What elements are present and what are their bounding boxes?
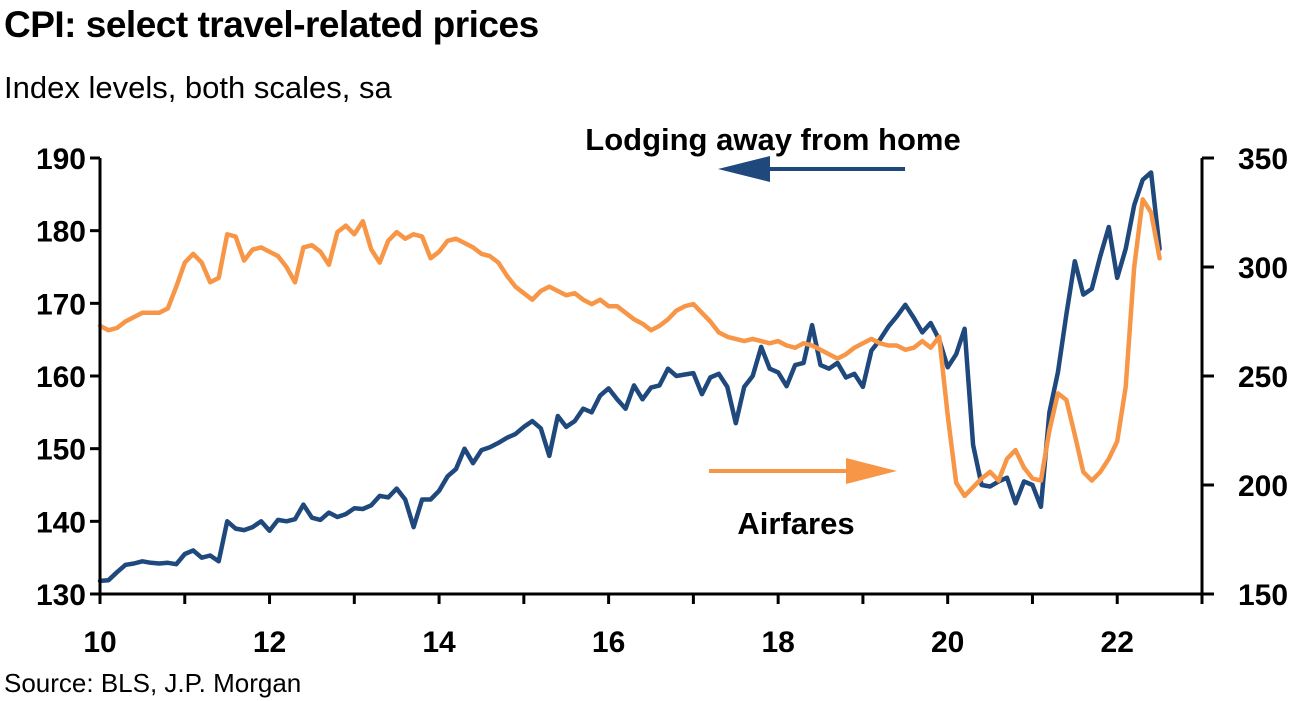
x-tick-label: 12 (253, 626, 286, 659)
right-tick-label: 350 (1238, 143, 1288, 176)
lodging-series-line (97, 170, 1162, 584)
left-tick-label: 150 (36, 434, 86, 467)
x-tick-label: 18 (761, 626, 794, 659)
lodging-arrow-head (718, 156, 770, 182)
lodging-annotation-label: Lodging away from home (585, 122, 960, 157)
airfares-arrow-head (846, 458, 897, 484)
axes: 130 140 150 160 170 180 190 150 200 250 300 350 10 12… (36, 143, 1288, 659)
right-tick-label: 200 (1238, 470, 1288, 503)
chart-title: CPI: select travel-related prices (4, 4, 539, 45)
left-tick-label: 190 (36, 143, 86, 176)
x-tick-label: 16 (592, 626, 625, 659)
chart-subtitle: Index levels, both scales, sa (4, 70, 392, 105)
airfares-annotation-label: Airfares (737, 506, 854, 541)
x-tick-label: 22 (1101, 626, 1134, 659)
right-tick-label: 150 (1238, 579, 1288, 612)
source-note: Source: BLS, J.P. Morgan (4, 668, 302, 698)
left-tick-label: 160 (36, 361, 86, 394)
airfares-series-line (97, 197, 1162, 499)
annotations: Lodging away from home Airfares (585, 122, 960, 541)
x-tick-label: 10 (83, 626, 116, 659)
x-tick-label: 20 (931, 626, 964, 659)
left-tick-label: 130 (36, 579, 86, 612)
right-tick-label: 300 (1238, 252, 1288, 285)
plot-area (97, 170, 1162, 584)
left-tick-label: 140 (36, 506, 86, 539)
left-tick-label: 180 (36, 216, 86, 249)
left-tick-label: 170 (36, 288, 86, 321)
x-tick-label: 14 (422, 626, 456, 659)
right-tick-label: 250 (1238, 361, 1288, 394)
